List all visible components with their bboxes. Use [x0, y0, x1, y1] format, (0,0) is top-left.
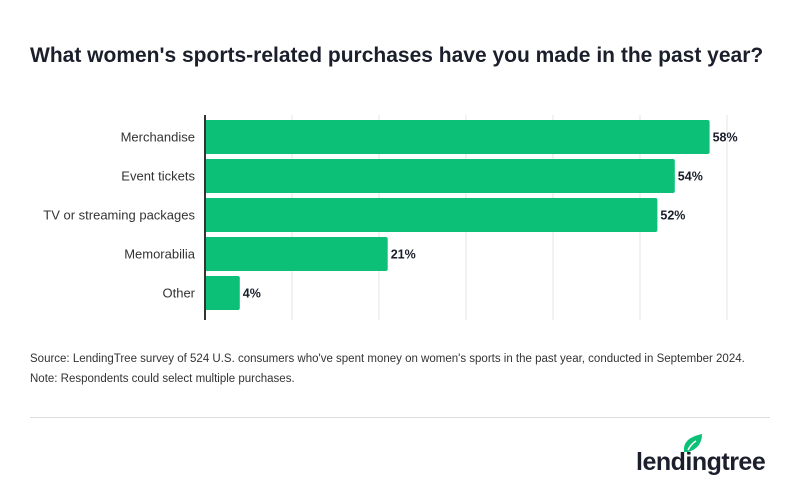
lendingtree-logo: lendingtree — [636, 434, 766, 476]
data-label: 4% — [243, 287, 261, 301]
bar — [205, 120, 710, 154]
category-label: Memorabilia — [124, 247, 196, 262]
chart-notes: Source: LendingTree survey of 524 U.S. c… — [30, 349, 745, 389]
category-label: Event tickets — [121, 169, 195, 184]
data-label: 52% — [660, 209, 685, 223]
data-label: 21% — [391, 248, 416, 262]
data-label: 58% — [713, 131, 738, 145]
chart-title: What women's sports-related purchases ha… — [30, 44, 764, 67]
divider — [30, 417, 770, 418]
bar — [205, 198, 658, 232]
source-note: Source: LendingTree survey of 524 U.S. c… — [30, 353, 745, 365]
data-label: 54% — [678, 170, 703, 184]
category-label: TV or streaming packages — [43, 208, 195, 223]
category-label: Other — [162, 286, 195, 301]
bar-chart: Merchandise 58% Event tickets 54% TV or stre… — [43, 115, 738, 320]
bar — [205, 159, 675, 193]
bar — [205, 237, 388, 271]
bar — [205, 276, 240, 310]
category-label: Merchandise — [121, 130, 195, 145]
multi-select-note: Note: Respondents could select multiple … — [30, 373, 295, 385]
svg-text:lendingtree: lendingtree — [636, 448, 766, 476]
